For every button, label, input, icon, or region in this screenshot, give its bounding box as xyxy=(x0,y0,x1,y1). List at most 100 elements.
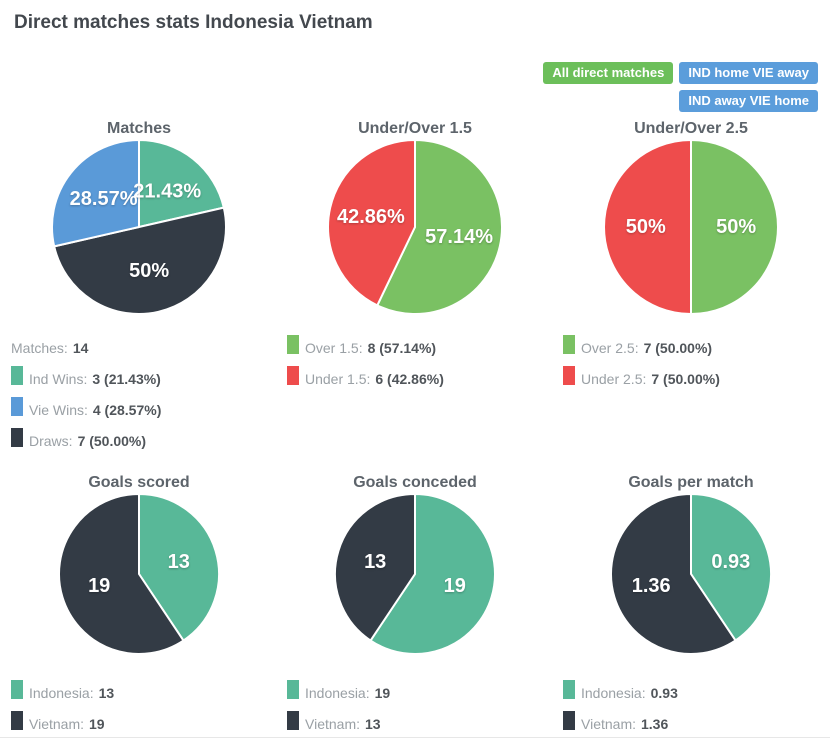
chart-cell-goals-conceded: Goals conceded 19 13 Indonesia: 19 Vietnam:… xyxy=(277,470,553,738)
legend-label: Draws: xyxy=(29,432,73,449)
legend-swatch xyxy=(563,711,575,730)
legend-label: Under 1.5: xyxy=(305,370,371,387)
filter-buttons: All direct matches IND home VIE away IND… xyxy=(543,62,818,112)
pie-svg: 50% 50% xyxy=(603,139,779,315)
legend-value: 0.93 xyxy=(650,684,678,701)
legend-value: 19 xyxy=(374,684,391,701)
legend-swatch xyxy=(287,680,299,699)
legend-value: 7 (50.00%) xyxy=(643,339,713,356)
pie-slice-ind-wins[interactable] xyxy=(138,139,225,228)
chart-cell-under-over-2-5: Under/Over 2.5 50% 50% Over 2.5: 7 (50.00%… xyxy=(553,116,829,394)
legend-item-under-2-5: Under 2.5: 7 (50.00%) xyxy=(563,363,829,394)
filter-all-direct-matches-button[interactable]: All direct matches xyxy=(543,62,674,84)
pie-slice-label-vietnam: 13 xyxy=(364,551,386,573)
legend-label: Matches: xyxy=(11,339,68,356)
legend-swatch xyxy=(287,711,299,730)
legend-item-over-1-5: Over 1.5: 8 (57.14%) xyxy=(287,332,553,363)
legend-swatch xyxy=(287,335,299,354)
pie-slice-label-vietnam: 19 xyxy=(88,575,110,597)
legend-label: Vietnam: xyxy=(305,715,360,732)
pie-svg: 57.14% 42.86% xyxy=(327,139,504,315)
chart-legend: Indonesia: 19 Vietnam: 13 xyxy=(277,677,553,738)
pie-chart-goals-per-match: 0.93 1.36 xyxy=(553,492,829,660)
chart-title: Goals conceded xyxy=(353,474,477,491)
chart-cell-matches: Matches 21.43% 50% 28.57% Matches: 14 Ind Wi… xyxy=(1,116,277,456)
filter-row-bottom: IND away VIE home xyxy=(679,90,818,112)
pie-slice-label-over-2-5: 50% xyxy=(716,216,756,238)
filter-row-top: All direct matches IND home VIE away xyxy=(543,62,818,84)
legend-swatch xyxy=(563,335,575,354)
legend-swatch xyxy=(563,366,575,385)
pie-slice-under-1-5[interactable] xyxy=(327,139,416,307)
legend-label: Indonesia: xyxy=(581,684,646,701)
filter-ind-home-vie-away-button[interactable]: IND home VIE away xyxy=(679,62,818,84)
chart-title: Goals per match xyxy=(628,474,754,491)
legend-value: 7 (50.00%) xyxy=(651,370,720,387)
legend-item-vietnam: Vietnam: 19 xyxy=(11,708,277,738)
legend-item-under-1-5: Under 1.5: 6 (42.86%) xyxy=(287,363,553,394)
chart-legend: Over 1.5: 8 (57.14%) Under 1.5: 6 (42.86%) xyxy=(277,332,553,394)
legend-label: Indonesia: xyxy=(29,684,94,701)
pie-slice-indonesia[interactable] xyxy=(369,493,496,655)
legend-swatch xyxy=(11,397,23,416)
legend-swatch xyxy=(11,366,23,385)
pie-slice-label-ind-wins: 21.43% xyxy=(133,181,201,203)
pie-slice-label-indonesia: 0.93 xyxy=(711,551,750,573)
chart-cell-goals-per-match: Goals per match 0.93 1.36 Indonesia: 0.93 V… xyxy=(553,470,829,738)
pie-slice-under-2-5[interactable] xyxy=(603,139,692,315)
legend-value: 13 xyxy=(365,715,381,732)
chart-legend: Indonesia: 0.93 Vietnam: 1.36 xyxy=(553,677,829,738)
legend-label: Indonesia: xyxy=(305,684,370,701)
chart-legend: Matches: 14 Ind Wins: 3 (21.43%) Vie Wins: 4 … xyxy=(1,332,277,456)
legend-label: Over 2.5: xyxy=(581,339,639,356)
pie-slice-over-2-5[interactable] xyxy=(690,139,779,315)
legend-value: 3 (21.43%) xyxy=(92,370,161,387)
pie-slice-label-under-2-5: 50% xyxy=(626,216,666,238)
legend-label: Ind Wins: xyxy=(29,370,88,387)
legend-value: 8 (57.14%) xyxy=(367,339,437,356)
legend-value: 6 (42.86%) xyxy=(375,370,444,387)
legend-value: 1.36 xyxy=(641,715,669,732)
pie-slice-label-over-1-5: 57.14% xyxy=(425,226,493,248)
legend-value: 7 (50.00%) xyxy=(77,432,147,449)
pie-slice-vie-wins[interactable] xyxy=(51,139,140,248)
legend-item-ind-wins: Ind Wins: 3 (21.43%) xyxy=(11,363,277,394)
legend-swatch xyxy=(563,680,575,699)
legend-swatch xyxy=(11,711,23,730)
legend-item-over-2-5: Over 2.5: 7 (50.00%) xyxy=(563,332,829,363)
chart-cell-goals-scored: Goals scored 13 19 Indonesia: 13 Vietnam: 19 xyxy=(1,470,277,738)
legend-label: Under 2.5: xyxy=(581,370,647,387)
legend-swatch xyxy=(11,680,23,699)
legend-item-matches: Matches: 14 xyxy=(11,332,277,363)
pie-slice-over-1-5[interactable] xyxy=(376,139,504,315)
legend-item-vietnam: Vietnam: 1.36 xyxy=(563,708,829,738)
chart-cell-under-over-1-5: Under/Over 1.5 57.14% 42.86% Over 1.5: 8 (… xyxy=(277,116,553,394)
chart-legend: Indonesia: 13 Vietnam: 19 xyxy=(1,677,277,738)
page-title: Direct matches stats Indonesia Vietnam xyxy=(14,12,373,33)
chart-title: Matches xyxy=(106,120,172,137)
pie-slice-vietnam[interactable] xyxy=(610,493,737,655)
pie-slice-vietnam[interactable] xyxy=(58,493,185,655)
pie-slice-label-vietnam: 1.36 xyxy=(632,575,671,597)
legend-item-draws: Draws: 7 (50.00%) xyxy=(11,425,277,456)
legend-label: Vie Wins: xyxy=(29,401,88,418)
chart-title: Under/Over 2.5 xyxy=(634,120,748,137)
pie-chart-matches: 21.43% 50% 28.57% xyxy=(1,138,277,320)
legend-label: Vietnam: xyxy=(581,715,636,732)
pie-slice-label-under-1-5: 42.86% xyxy=(337,206,405,228)
pie-slice-vietnam[interactable] xyxy=(334,493,416,642)
legend-item-vie-wins: Vie Wins: 4 (28.57%) xyxy=(11,394,277,425)
chart-title: Under/Over 1.5 xyxy=(358,120,472,137)
legend-item-indonesia: Indonesia: 19 xyxy=(287,677,553,708)
legend-value: 14 xyxy=(72,339,89,356)
pie-chart-goals-conceded: 19 13 xyxy=(277,492,553,660)
pie-svg: 0.93 1.36 xyxy=(610,493,772,655)
pie-slice-label-draws: 50% xyxy=(129,260,169,282)
pie-chart-under-over-2-5: 50% 50% xyxy=(553,138,829,320)
legend-item-indonesia: Indonesia: 13 xyxy=(11,677,277,708)
legend-value: 19 xyxy=(89,715,105,732)
filter-ind-away-vie-home-button[interactable]: IND away VIE home xyxy=(679,90,818,112)
pie-slice-draws[interactable] xyxy=(53,206,227,315)
